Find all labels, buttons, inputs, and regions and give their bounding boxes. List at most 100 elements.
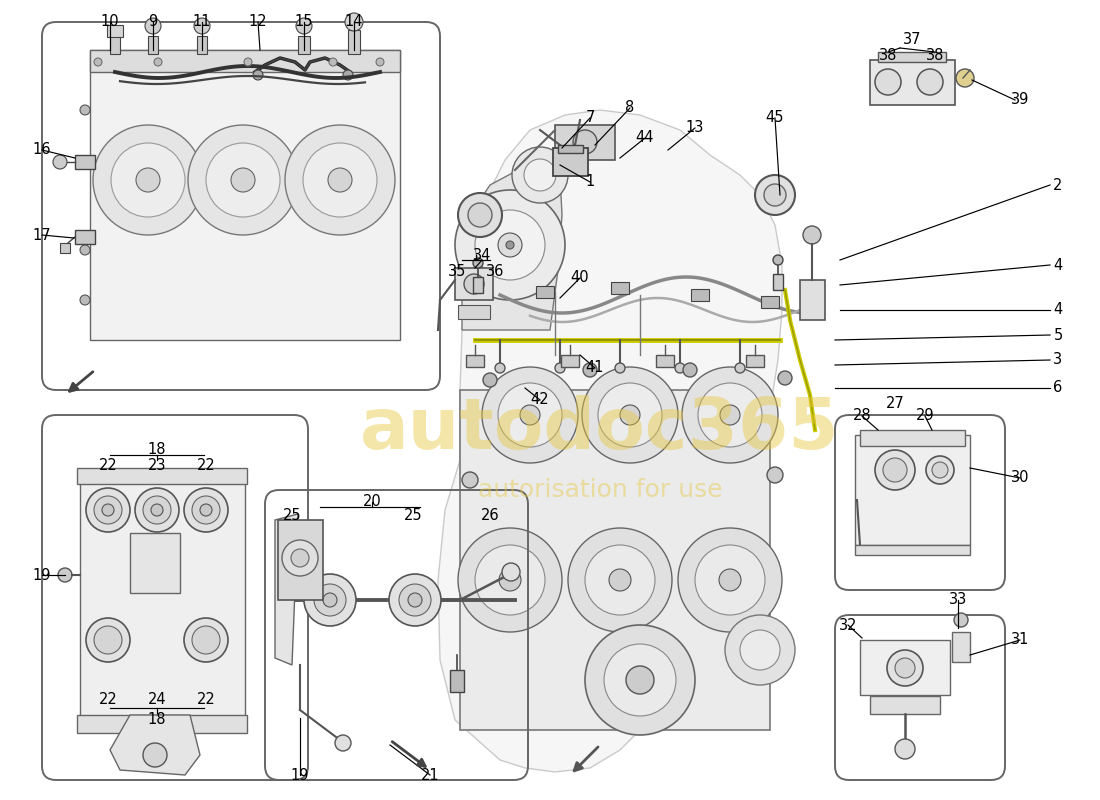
Circle shape: [462, 472, 478, 488]
Circle shape: [464, 274, 484, 294]
Bar: [610, 282, 629, 294]
Circle shape: [598, 383, 662, 447]
Circle shape: [874, 450, 915, 490]
Bar: [536, 286, 554, 298]
Bar: [110, 34, 120, 54]
Text: 18: 18: [147, 442, 166, 458]
Circle shape: [253, 70, 263, 80]
Circle shape: [329, 58, 337, 66]
Circle shape: [887, 650, 923, 686]
Circle shape: [895, 658, 915, 678]
Circle shape: [143, 743, 167, 767]
Circle shape: [778, 371, 792, 385]
Circle shape: [585, 545, 654, 615]
Circle shape: [304, 574, 356, 626]
Circle shape: [498, 383, 562, 447]
Bar: [278, 520, 323, 600]
Circle shape: [482, 367, 578, 463]
Bar: [80, 470, 245, 720]
Bar: [656, 355, 674, 367]
Circle shape: [154, 58, 162, 66]
Bar: [77, 468, 248, 484]
Circle shape: [336, 735, 351, 751]
Circle shape: [698, 383, 762, 447]
Polygon shape: [438, 110, 782, 772]
Bar: [561, 355, 579, 367]
Bar: [855, 435, 970, 545]
Bar: [60, 243, 70, 253]
Text: 37: 37: [903, 33, 922, 47]
Bar: [450, 670, 464, 692]
Circle shape: [86, 618, 130, 662]
Text: 32: 32: [838, 618, 857, 633]
Circle shape: [568, 528, 672, 632]
Text: 35: 35: [448, 265, 466, 279]
Circle shape: [483, 373, 497, 387]
Text: 39: 39: [1011, 93, 1030, 107]
Bar: [348, 30, 360, 54]
Text: 19: 19: [33, 567, 52, 582]
Text: 30: 30: [1011, 470, 1030, 486]
Circle shape: [475, 210, 544, 280]
Circle shape: [620, 405, 640, 425]
Circle shape: [695, 545, 764, 615]
Bar: [860, 640, 950, 695]
Circle shape: [53, 155, 67, 169]
Circle shape: [468, 203, 492, 227]
Circle shape: [135, 488, 179, 532]
Circle shape: [582, 367, 678, 463]
Circle shape: [136, 168, 160, 192]
Circle shape: [512, 147, 568, 203]
Circle shape: [498, 233, 522, 257]
Circle shape: [184, 488, 228, 532]
Circle shape: [94, 125, 204, 235]
Circle shape: [111, 143, 185, 217]
Text: 22: 22: [99, 693, 118, 707]
Circle shape: [206, 143, 280, 217]
Circle shape: [626, 666, 654, 694]
Bar: [455, 268, 493, 300]
Bar: [691, 289, 710, 301]
Circle shape: [192, 496, 220, 524]
Circle shape: [609, 569, 631, 591]
Bar: [746, 355, 764, 367]
Circle shape: [604, 644, 676, 716]
Circle shape: [80, 295, 90, 305]
Circle shape: [475, 545, 544, 615]
Circle shape: [408, 593, 422, 607]
Circle shape: [683, 363, 697, 377]
Text: 22: 22: [99, 458, 118, 473]
Polygon shape: [275, 514, 298, 665]
Circle shape: [895, 739, 915, 759]
Bar: [870, 60, 955, 105]
Circle shape: [615, 363, 625, 373]
Circle shape: [399, 584, 431, 616]
Bar: [77, 715, 248, 733]
Bar: [90, 50, 400, 72]
Bar: [870, 696, 940, 714]
Circle shape: [803, 226, 821, 244]
Text: 40: 40: [571, 270, 590, 286]
Circle shape: [244, 58, 252, 66]
Circle shape: [231, 168, 255, 192]
Circle shape: [520, 405, 540, 425]
Bar: [130, 533, 180, 593]
Circle shape: [292, 549, 309, 567]
Text: 27: 27: [886, 395, 904, 410]
Circle shape: [455, 190, 565, 300]
Text: 10: 10: [101, 14, 119, 30]
Bar: [460, 390, 770, 730]
Text: 13: 13: [685, 121, 704, 135]
Text: 28: 28: [852, 409, 871, 423]
Text: 41: 41: [585, 361, 604, 375]
Text: 14: 14: [344, 14, 363, 30]
Circle shape: [192, 626, 220, 654]
Circle shape: [682, 367, 778, 463]
Circle shape: [473, 258, 483, 268]
Text: 6: 6: [1054, 381, 1063, 395]
Text: 33: 33: [949, 593, 967, 607]
Circle shape: [556, 363, 565, 373]
Bar: [466, 355, 484, 367]
Bar: [878, 52, 946, 62]
Circle shape: [524, 159, 556, 191]
